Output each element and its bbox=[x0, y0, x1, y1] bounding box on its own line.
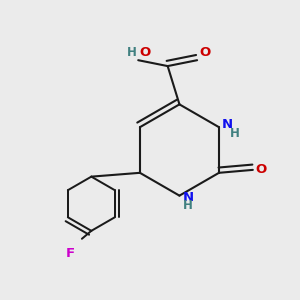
Text: F: F bbox=[66, 247, 75, 260]
Text: H: H bbox=[230, 127, 240, 140]
Text: O: O bbox=[200, 46, 211, 59]
Text: O: O bbox=[255, 164, 266, 176]
Text: N: N bbox=[182, 190, 194, 204]
Text: N: N bbox=[222, 118, 233, 131]
Text: H: H bbox=[127, 46, 137, 59]
Text: H: H bbox=[182, 199, 192, 212]
Text: O: O bbox=[140, 46, 151, 59]
